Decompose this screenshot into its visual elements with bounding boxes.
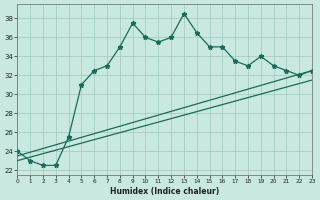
X-axis label: Humidex (Indice chaleur): Humidex (Indice chaleur) — [110, 187, 219, 196]
